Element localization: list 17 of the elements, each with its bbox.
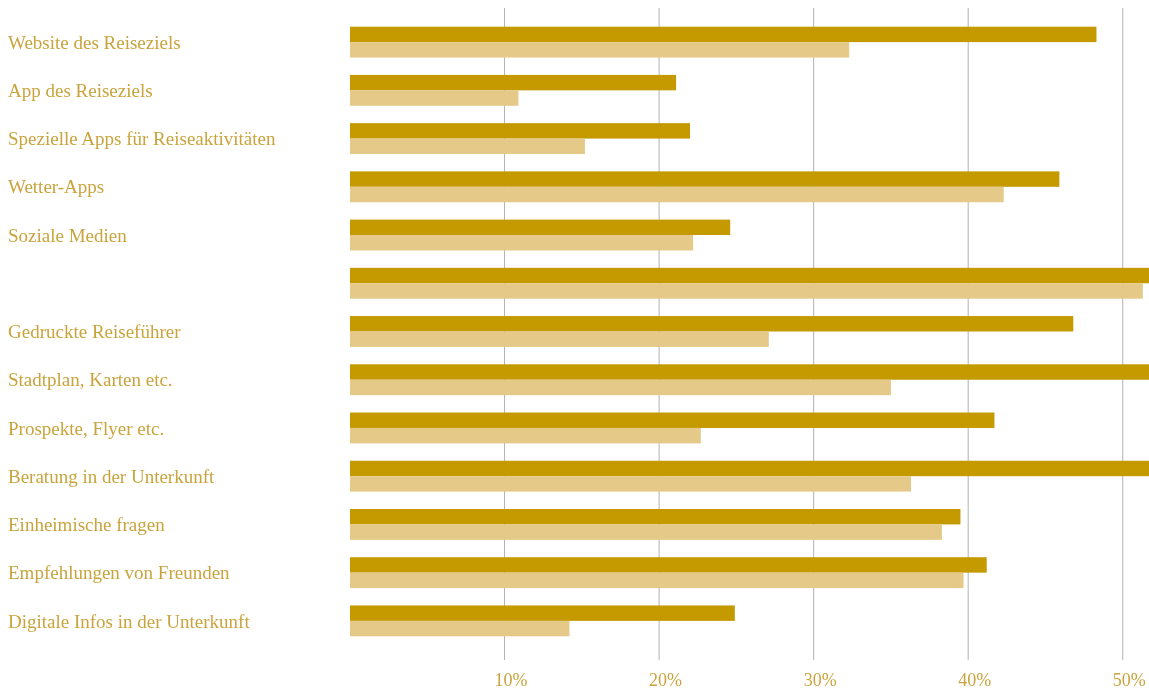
y-tick-label: Wetter-Apps — [8, 176, 105, 198]
x-tick-label: 10% — [494, 669, 528, 690]
x-tick-label: 30% — [803, 669, 837, 690]
x-tick-label: 20% — [649, 669, 683, 690]
y-tick-label: Gedruckte Reiseführer — [8, 321, 182, 343]
y-tick-label: Soziale Medien — [8, 224, 128, 246]
y-tick-label: Empfehlungen von Freunden — [8, 562, 231, 584]
y-tick-label: Spezielle Apps für Reiseaktivitäten — [8, 128, 277, 150]
x-tick-label: 40% — [958, 669, 992, 690]
y-tick-label: Website des Reiseziels — [8, 31, 181, 53]
y-tick-label: Digitale Infos in der Unterkunft — [8, 610, 251, 632]
y-tick-label: Stadtplan, Karten etc. — [8, 369, 173, 391]
y-tick-label: Beratung in der Unterkunft — [8, 465, 216, 487]
x-tick-label: 50% — [1112, 669, 1146, 690]
y-tick-label: App des Reiseziels — [8, 80, 153, 101]
y-tick-label: Einheimische fragen — [8, 514, 166, 536]
y-tick-label: Prospekte, Flyer etc. — [8, 417, 165, 439]
